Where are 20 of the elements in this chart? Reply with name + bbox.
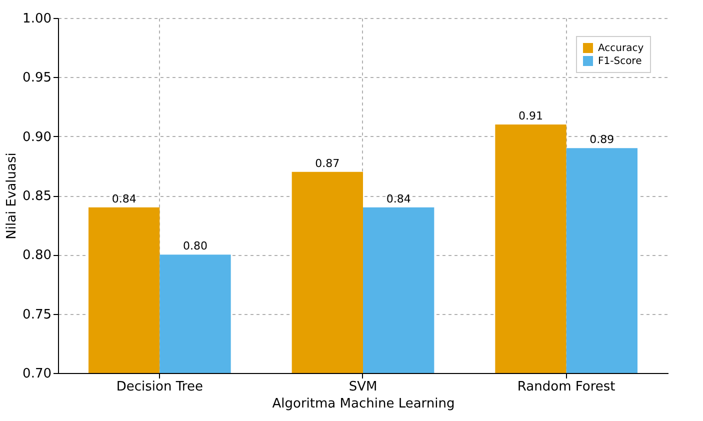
x-tick-label: Random Forest	[517, 380, 616, 394]
y-tick-label: 0.80	[22, 248, 52, 264]
legend-label: Accuracy	[598, 43, 644, 54]
data-label: 0.84	[112, 192, 136, 206]
data-label: 0.89	[590, 133, 614, 146]
y-tick-label: 1.00	[22, 12, 52, 26]
x-axis-title: Algoritma Machine Learning	[272, 396, 455, 412]
y-tick-label: 0.90	[22, 130, 52, 145]
y-tick-label: 0.75	[22, 307, 52, 322]
x-tick-label: Decision Tree	[116, 380, 203, 394]
y-tick-label: 0.70	[22, 366, 52, 382]
legend-label: F1-Score	[598, 56, 642, 67]
y-tick-label: 0.85	[22, 189, 52, 204]
data-label: 0.84	[386, 192, 411, 206]
x-tick-label: SVM	[348, 380, 378, 394]
y-tick-label: 0.95	[22, 70, 52, 86]
data-label: 0.80	[183, 240, 208, 253]
y-axis-title: Nilai Evaluasi	[4, 152, 20, 240]
data-label: 0.91	[518, 110, 543, 122]
data-label: 0.87	[315, 156, 340, 170]
